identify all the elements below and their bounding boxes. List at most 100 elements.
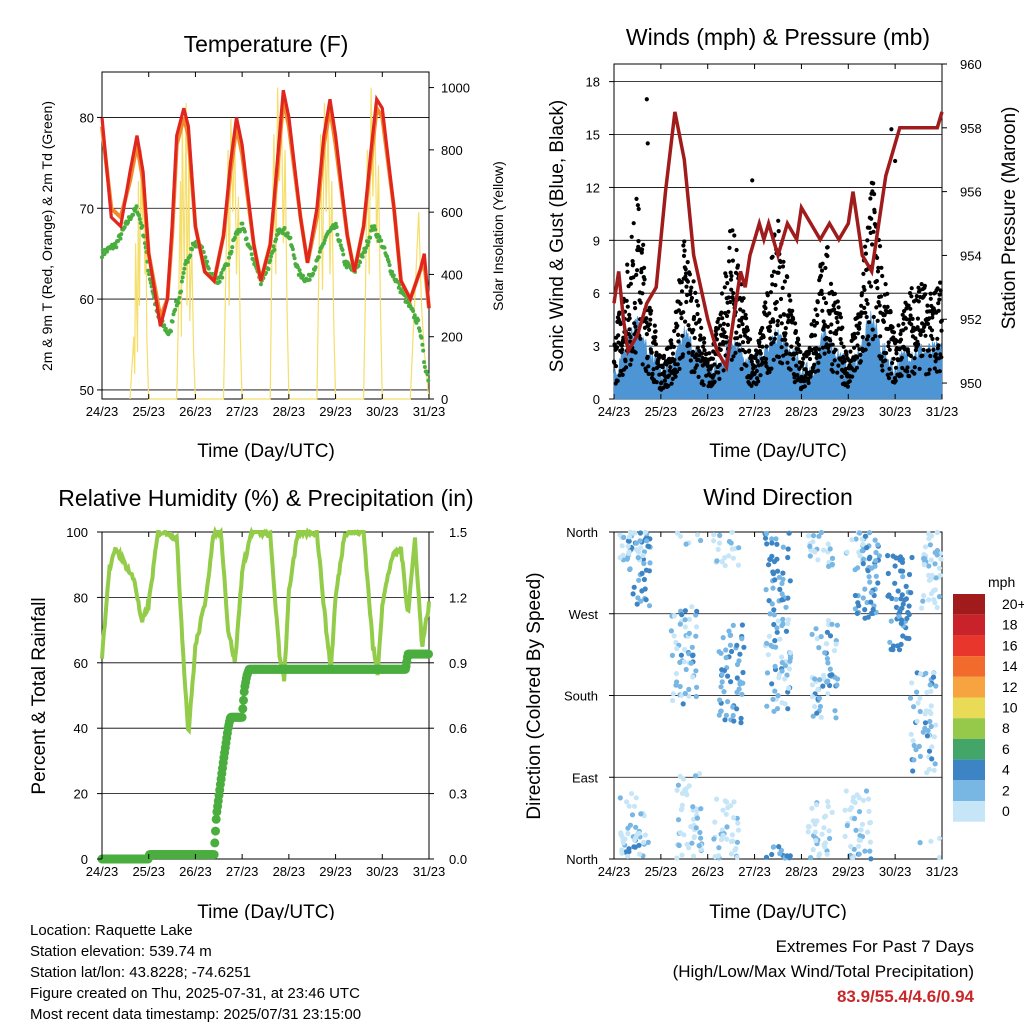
direction-point [641, 560, 647, 567]
gust-point [839, 341, 844, 346]
dewpoint-point [422, 360, 426, 365]
gust-point [745, 328, 750, 333]
direction-point [728, 679, 734, 685]
gust-point [617, 373, 622, 378]
gust-point [675, 323, 680, 328]
y-tick-label: 50 [80, 383, 94, 398]
direction-point [718, 708, 724, 714]
dewpoint-point [122, 225, 127, 230]
gust-point [729, 357, 734, 362]
direction-point [711, 836, 717, 842]
direction-point [674, 679, 680, 685]
dewpoint-point [373, 227, 378, 232]
x-tick-label: 29/23 [832, 864, 865, 879]
gust-point [800, 360, 805, 366]
legend-swatch [953, 801, 985, 822]
winds-title: Winds (mph) & Pressure (mb) [626, 24, 930, 50]
direction-point [816, 645, 822, 651]
gust-point [896, 323, 901, 328]
direction-point [812, 829, 818, 835]
direction-point [824, 629, 831, 635]
gust-point [690, 349, 696, 354]
gust-point [828, 330, 833, 335]
direction-point [782, 676, 788, 682]
direction-point [933, 683, 939, 689]
direction-point [890, 553, 896, 559]
gust-point [862, 305, 867, 310]
direction-point [933, 575, 939, 581]
gust-point [885, 304, 890, 309]
direction-point [856, 851, 862, 857]
direction-point [820, 683, 826, 689]
gust-point [837, 311, 843, 316]
dewpoint-point [140, 224, 145, 228]
gust-point [639, 270, 644, 275]
gust-point [830, 342, 835, 347]
gust-point [883, 358, 888, 363]
direction-point [669, 652, 676, 659]
direction-point [785, 689, 791, 695]
direction-point [730, 622, 736, 629]
y2-tick-label: 1.5 [449, 525, 467, 540]
direction-point [730, 838, 736, 844]
direction-point [693, 668, 699, 674]
direction-point [640, 556, 647, 563]
gust-point [668, 345, 673, 350]
direction-point [864, 545, 870, 551]
direction-point [908, 590, 914, 596]
winds-axes: 24/23 25/23 26/23 27/23 28/23 29/23 30/23 31/23… [586, 57, 982, 419]
gust-point [863, 347, 868, 352]
dewpoint-point [338, 243, 343, 248]
direction-point [827, 633, 834, 639]
direction-point [764, 640, 770, 646]
gust-point [937, 292, 942, 297]
gust-point [625, 262, 630, 267]
y2-tick-label: 1.2 [449, 590, 467, 605]
direction-point [627, 529, 634, 535]
dewpoint-point [188, 253, 193, 258]
gust-point [681, 253, 687, 258]
gust-point [822, 322, 828, 327]
gust-point [612, 360, 617, 365]
direction-point [769, 536, 775, 542]
direction-point [740, 669, 746, 676]
direction-point [926, 748, 933, 754]
direction-point [625, 538, 632, 544]
direction-point [931, 734, 938, 740]
direction-point [857, 837, 864, 843]
direction-point [693, 624, 700, 630]
direction-point [814, 710, 820, 716]
direction-point [827, 666, 833, 672]
direction-point [720, 832, 726, 839]
gust-point [769, 273, 775, 278]
direction-point [928, 710, 934, 717]
dewpoint-point [366, 239, 371, 244]
gust-point [889, 371, 894, 376]
gust-point [916, 299, 921, 304]
direction-point [928, 703, 934, 709]
direction-point [787, 578, 793, 584]
precip-point [238, 704, 248, 714]
direction-point [910, 768, 916, 774]
y-tick-label: 100 [66, 525, 88, 540]
direction-point [854, 610, 860, 617]
direction-point [769, 601, 775, 607]
direction-point [719, 558, 725, 565]
gust-point [906, 303, 911, 308]
gust-point [907, 374, 912, 379]
direction-point [826, 563, 832, 570]
direction-point [633, 824, 639, 830]
direction-point [711, 532, 717, 538]
dewpoint-point [268, 258, 273, 263]
direction-point [725, 805, 731, 811]
gust-point [931, 347, 936, 352]
gust-point [919, 282, 924, 287]
gust-point [852, 345, 857, 350]
direction-point [825, 803, 831, 810]
direction-point [859, 821, 866, 827]
gust-point [629, 234, 634, 239]
direction-point [921, 562, 927, 568]
legend-label: 16 [1002, 637, 1018, 653]
direction-point [734, 854, 740, 860]
gust-point [767, 311, 772, 316]
